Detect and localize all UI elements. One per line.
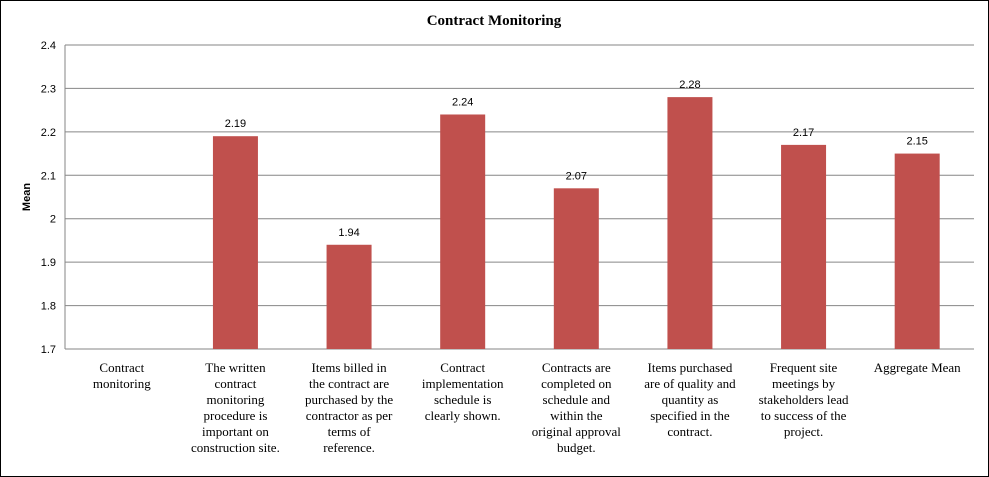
category-label-line: Items billed in xyxy=(312,360,388,375)
category-label-line: budget. xyxy=(557,440,596,455)
category-label: The written contract monitoring procedure i… xyxy=(191,360,280,455)
bars xyxy=(212,97,940,349)
category-label-line: Contract xyxy=(440,360,485,375)
category-label-line: schedule and xyxy=(543,392,611,407)
category-label-line: within the xyxy=(550,408,603,423)
bar xyxy=(553,188,599,349)
category-label: Items billed in the contract are purchased… xyxy=(305,360,393,455)
y-tick-label: 2.3 xyxy=(41,83,56,95)
y-tick-label: 2 xyxy=(50,214,56,226)
category-label-line: original approval xyxy=(532,424,622,439)
y-axis-ticks: 1.7 1.8 1.9 2 2.1 2.2 2.3 2.4 xyxy=(41,40,56,356)
category-label-line: clearly shown. xyxy=(425,408,501,423)
data-label: 2.19 xyxy=(225,118,246,130)
data-labels: 2.19 1.94 2.24 2.07 2.28 2.17 2.15 xyxy=(225,79,928,239)
category-label-line: completed on xyxy=(541,376,612,391)
category-label-line: implementation xyxy=(422,376,504,391)
category-label-line: schedule is xyxy=(434,392,491,407)
category-label: Contract implementation schedule is clearly… xyxy=(422,360,504,423)
category-label-line: Frequent site xyxy=(770,360,838,375)
y-tick-label: 2.1 xyxy=(41,170,56,182)
category-label: Frequent site meetings by stakeholders lea… xyxy=(759,360,849,439)
bar xyxy=(894,153,940,349)
bar xyxy=(440,114,486,349)
category-label-line: terms of xyxy=(328,424,372,439)
bar xyxy=(212,136,258,349)
category-label-line: to success of the xyxy=(761,408,847,423)
category-label-line: reference. xyxy=(323,440,375,455)
category-label-line: monitoring xyxy=(93,376,151,391)
bar xyxy=(326,244,372,349)
data-label: 2.17 xyxy=(793,127,814,139)
data-label: 2.07 xyxy=(566,170,587,182)
chart-title: Contract Monitoring xyxy=(427,13,562,29)
category-label: Contracts are completed on schedule and wit… xyxy=(532,360,622,455)
category-label-line: quantity as xyxy=(662,392,719,407)
category-label-line: The written xyxy=(205,360,266,375)
category-label-line: meetings by xyxy=(772,376,836,391)
category-label-line: the contract are xyxy=(309,376,389,391)
y-tick-label: 1.7 xyxy=(41,344,56,356)
y-tick-label: 1.8 xyxy=(41,301,56,313)
gridlines xyxy=(64,44,974,350)
category-label-line: construction site. xyxy=(191,440,280,455)
y-axis-label: Mean xyxy=(21,183,33,211)
category-label-line: stakeholders lead xyxy=(759,392,849,407)
category-label-line: procedure is xyxy=(203,408,267,423)
category-label-line: Contracts are xyxy=(542,360,611,375)
category-label-line: project. xyxy=(784,424,823,439)
category-label-line: contractor as per xyxy=(306,408,393,423)
category-label-line: purchased by the xyxy=(305,392,393,407)
bar xyxy=(781,144,827,349)
y-tick-label: 2.2 xyxy=(41,127,56,139)
data-label: 2.15 xyxy=(906,136,927,148)
category-label-line: Aggregate Mean xyxy=(874,360,961,375)
category-label-line: monitoring xyxy=(207,392,265,407)
category-label: Contract monitoring xyxy=(93,360,151,391)
category-label: Aggregate Mean xyxy=(874,360,961,375)
category-label-line: specified in the xyxy=(650,408,730,423)
category-label-line: important on xyxy=(202,424,269,439)
category-label-line: Items purchased xyxy=(648,360,733,375)
category-label: Items purchased are of quality and quantit… xyxy=(644,360,736,439)
category-label-line: Contract xyxy=(99,360,144,375)
data-label: 2.24 xyxy=(452,96,473,108)
y-tick-label: 2.4 xyxy=(41,40,56,52)
data-label: 1.94 xyxy=(338,227,359,239)
category-label-line: contract xyxy=(215,376,257,391)
category-label-line: are of quality and xyxy=(644,376,736,391)
bar xyxy=(667,97,713,349)
category-label-line: contract. xyxy=(667,424,712,439)
y-tick-label: 1.9 xyxy=(41,257,56,269)
data-label: 2.28 xyxy=(679,79,700,91)
